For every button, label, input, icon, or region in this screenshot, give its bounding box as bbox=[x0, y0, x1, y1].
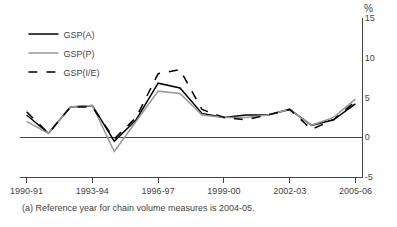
svg-text:1996-97: 1996-97 bbox=[142, 186, 175, 196]
svg-text:(a) Reference year for chain v: (a) Reference year for chain volume meas… bbox=[22, 203, 255, 213]
svg-text:GSP(P): GSP(P) bbox=[63, 49, 94, 59]
svg-text:1993-94: 1993-94 bbox=[76, 186, 109, 196]
svg-text:GSP(A): GSP(A) bbox=[63, 30, 94, 40]
svg-text:5: 5 bbox=[365, 93, 370, 103]
svg-text:10: 10 bbox=[365, 53, 375, 63]
svg-text:15: 15 bbox=[365, 13, 375, 23]
svg-text:-5: -5 bbox=[365, 172, 373, 182]
svg-text:2005-06: 2005-06 bbox=[339, 186, 372, 196]
svg-text:GSP(I/E): GSP(I/E) bbox=[63, 68, 99, 78]
svg-text:%: % bbox=[364, 3, 373, 14]
svg-text:0: 0 bbox=[365, 132, 370, 142]
svg-text:1990-91: 1990-91 bbox=[10, 186, 43, 196]
svg-text:1999-00: 1999-00 bbox=[207, 186, 240, 196]
svg-text:2002-03: 2002-03 bbox=[273, 186, 306, 196]
